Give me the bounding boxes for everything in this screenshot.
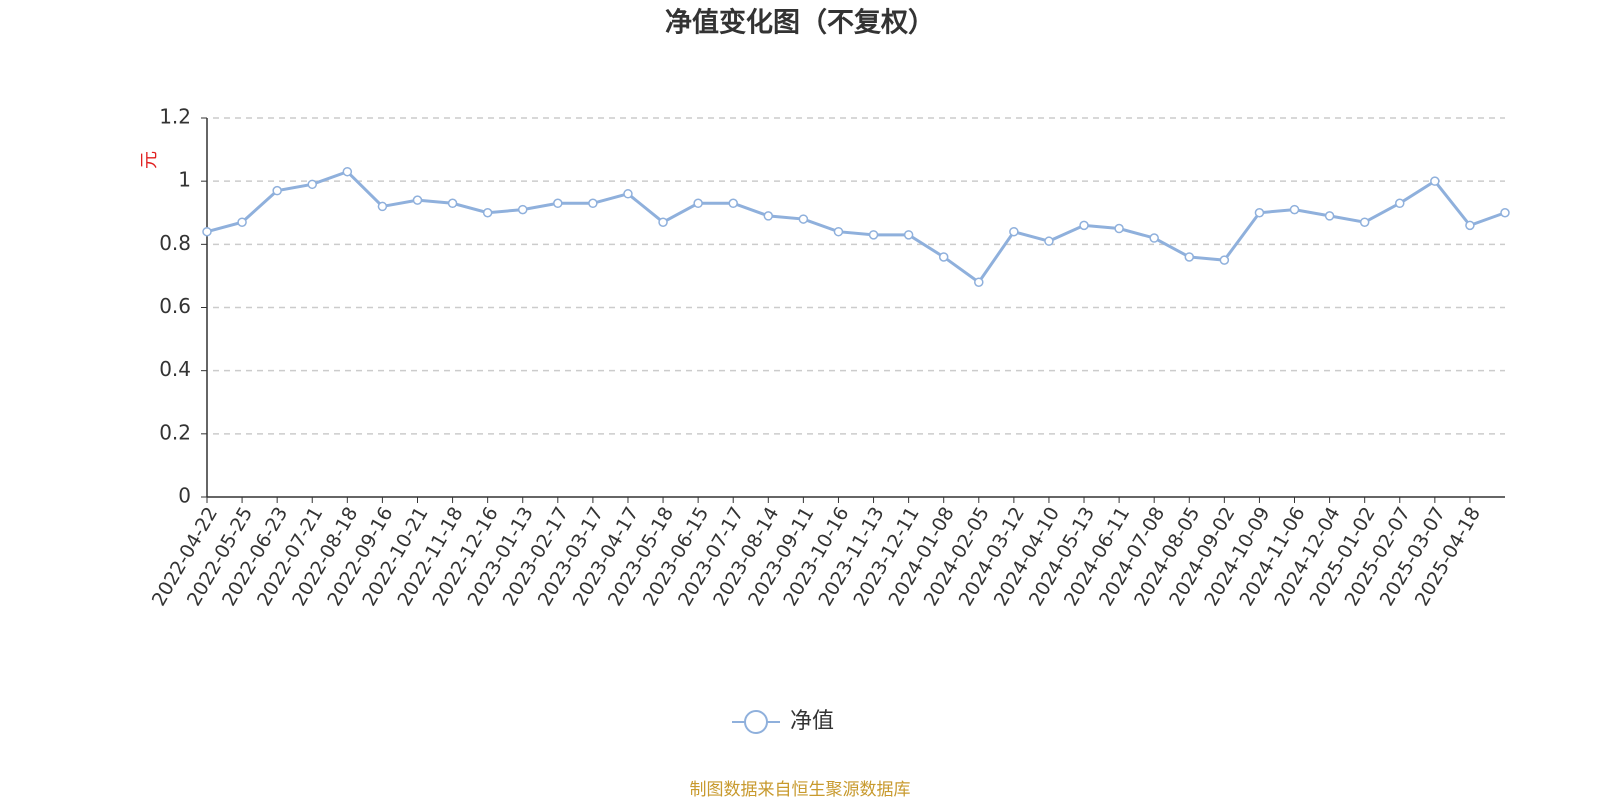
point [1009,226,1019,237]
point [553,198,563,209]
point [307,179,317,190]
point [1500,208,1510,218]
point [974,277,984,287]
point [237,217,247,227]
point [1324,211,1335,221]
point [1254,208,1265,218]
point [728,198,738,209]
point [1289,204,1300,215]
legend-label: 净值 [790,709,834,734]
line [206,169,1506,285]
y-tick-label: 0.6 [159,294,191,318]
y-tick-label: 0 [178,484,191,508]
point [517,204,528,215]
point [868,230,879,240]
point [1044,236,1054,246]
legend-marker [744,710,768,734]
point [1149,233,1159,243]
point [623,189,633,199]
point [1465,220,1475,231]
point [763,211,774,221]
point [342,166,353,177]
point [1184,252,1195,262]
y-tick-label: 1.2 [159,105,191,129]
point [833,226,844,237]
y-tick-label: 0.8 [159,231,191,255]
point [1079,220,1089,231]
point [1359,217,1370,227]
point [1395,198,1405,209]
y-tick-label: 0.4 [159,357,191,381]
point [693,198,703,209]
point [1219,255,1230,265]
point [412,195,423,205]
y-axis-label: 元 [139,151,160,169]
y-tick-label: 0.2 [159,420,191,444]
point [938,252,949,262]
point [658,217,668,227]
point [202,226,212,237]
point [447,198,458,209]
point [377,201,388,212]
point [1430,176,1440,186]
point [1114,223,1124,234]
chart-title: 净值变化图（不复权） [665,7,935,39]
y-tick-label: 1 [178,168,191,192]
point [903,230,914,240]
point [482,208,493,218]
point [798,214,809,224]
footer: 制图数据来自恒生聚源数据库 [690,780,911,800]
point [588,198,598,209]
point [272,185,282,196]
